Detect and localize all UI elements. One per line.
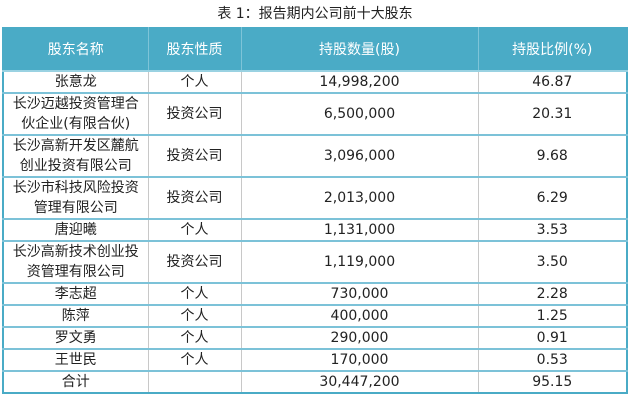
table-row: 王世民 个人 170,000 0.53 <box>2 348 628 372</box>
table-row: 长沙市科技风险投资管理有限公司 投资公司 2,013,000 6.29 <box>2 176 628 220</box>
cell-type: 个人 <box>147 70 242 94</box>
table-row: 罗文勇 个人 290,000 0.91 <box>2 326 628 350</box>
cell-ratio: 0.91 <box>477 326 628 350</box>
cell-type: 个人 <box>147 218 242 242</box>
cell-name: 唐迎曦 <box>2 218 149 242</box>
cell-type: 投资公司 <box>147 240 242 284</box>
table-row: 长沙高新技术创业投资管理有限公司 投资公司 1,119,000 3.50 <box>2 240 628 284</box>
cell-shares: 30,447,200 <box>240 370 479 394</box>
cell-name: 长沙高新技术创业投资管理有限公司 <box>2 240 149 284</box>
cell-type: 投资公司 <box>147 134 242 178</box>
cell-shares: 14,998,200 <box>240 70 479 94</box>
shareholders-table: 股东名称 股东性质 持股数量(股) 持股比例(%) 张意龙 个人 14,998,20… <box>2 27 628 394</box>
cell-name: 罗文勇 <box>2 326 149 350</box>
cell-ratio: 1.25 <box>477 304 628 328</box>
total-row: 合计 30,447,200 95.15 <box>2 370 628 394</box>
table-row: 长沙高新开发区麓航创业投资有限公司 投资公司 3,096,000 9.68 <box>2 134 628 178</box>
cell-name: 长沙迈越投资管理合伙企业(有限合伙) <box>2 92 149 136</box>
header-ratio: 持股比例(%) <box>477 27 628 72</box>
cell-ratio: 2.28 <box>477 282 628 306</box>
cell-shares: 3,096,000 <box>240 134 479 178</box>
table-header-row: 股东名称 股东性质 持股数量(股) 持股比例(%) <box>2 27 628 72</box>
cell-name: 王世民 <box>2 348 149 372</box>
cell-ratio: 0.53 <box>477 348 628 372</box>
header-type: 股东性质 <box>147 27 242 72</box>
cell-type: 个人 <box>147 282 242 306</box>
header-shares: 持股数量(股) <box>240 27 479 72</box>
cell-type: 个人 <box>147 304 242 328</box>
cell-name: 陈萍 <box>2 304 149 328</box>
table-row: 陈萍 个人 400,000 1.25 <box>2 304 628 328</box>
cell-ratio: 20.31 <box>477 92 628 136</box>
table-row: 李志超 个人 730,000 2.28 <box>2 282 628 306</box>
cell-type: 个人 <box>147 348 242 372</box>
cell-type: 投资公司 <box>147 92 242 136</box>
cell-ratio: 95.15 <box>477 370 628 394</box>
cell-type <box>147 370 242 394</box>
header-name: 股东名称 <box>2 27 149 72</box>
cell-name: 长沙高新开发区麓航创业投资有限公司 <box>2 134 149 178</box>
cell-ratio: 9.68 <box>477 134 628 178</box>
cell-ratio: 46.87 <box>477 70 628 94</box>
table-row: 张意龙 个人 14,998,200 46.87 <box>2 70 628 94</box>
cell-ratio: 6.29 <box>477 176 628 220</box>
cell-name: 长沙市科技风险投资管理有限公司 <box>2 176 149 220</box>
cell-shares: 170,000 <box>240 348 479 372</box>
table-row: 唐迎曦 个人 1,131,000 3.53 <box>2 218 628 242</box>
cell-type: 投资公司 <box>147 176 242 220</box>
cell-shares: 290,000 <box>240 326 479 350</box>
cell-ratio: 3.50 <box>477 240 628 284</box>
table-row: 长沙迈越投资管理合伙企业(有限合伙) 投资公司 6,500,000 20.31 <box>2 92 628 136</box>
cell-name: 张意龙 <box>2 70 149 94</box>
cell-shares: 1,131,000 <box>240 218 479 242</box>
cell-name: 李志超 <box>2 282 149 306</box>
cell-name: 合计 <box>2 370 149 394</box>
cell-shares: 730,000 <box>240 282 479 306</box>
cell-type: 个人 <box>147 326 242 350</box>
table-title: 表 1：报告期内公司前十大股东 <box>217 6 413 22</box>
cell-shares: 1,119,000 <box>240 240 479 284</box>
cell-shares: 400,000 <box>240 304 479 328</box>
cell-ratio: 3.53 <box>477 218 628 242</box>
cell-shares: 2,013,000 <box>240 176 479 220</box>
cell-shares: 6,500,000 <box>240 92 479 136</box>
